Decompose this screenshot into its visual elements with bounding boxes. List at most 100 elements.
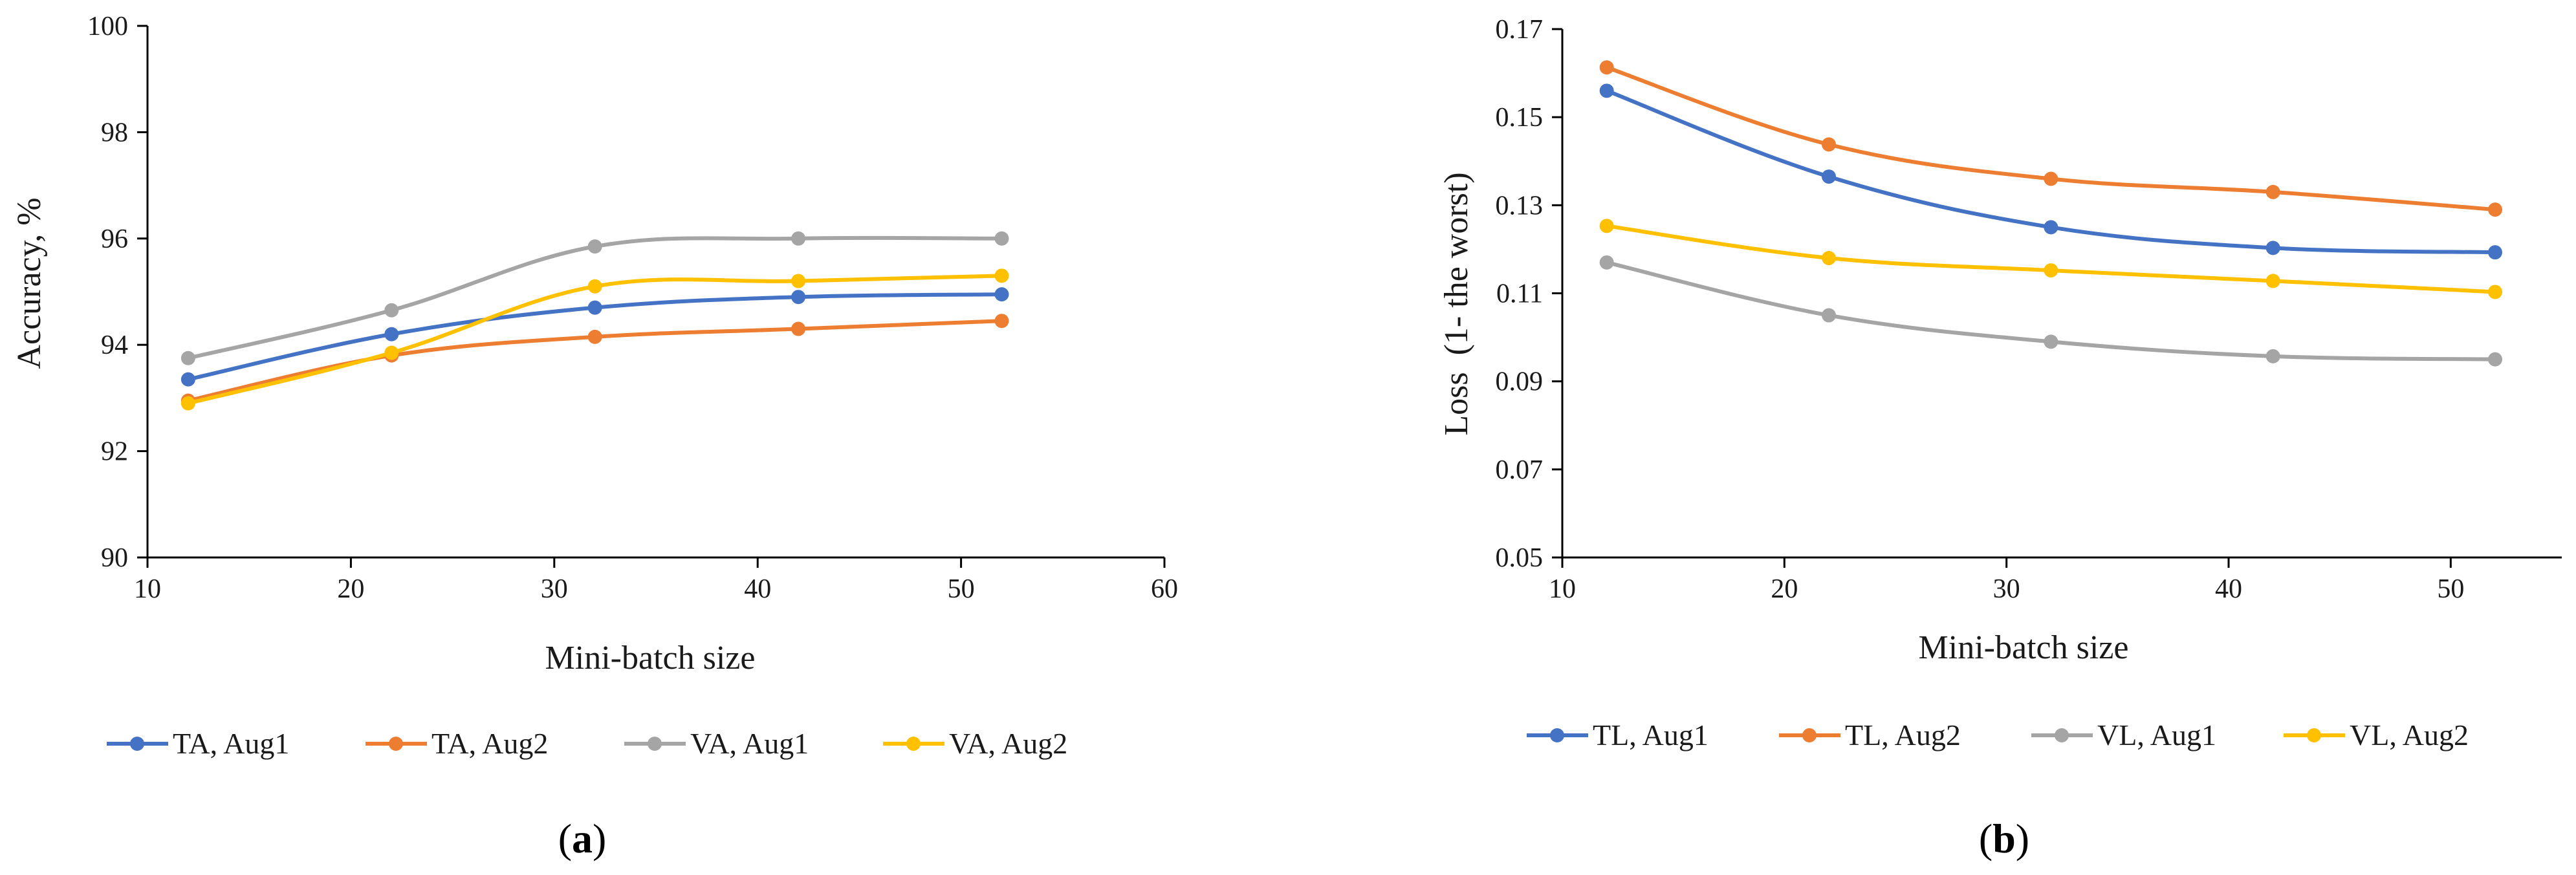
data-point <box>587 279 602 294</box>
y-tick-label: 0.07 <box>1496 455 1544 485</box>
legend-label: VA, Aug2 <box>949 727 1067 760</box>
data-point <box>1822 169 1836 184</box>
legend-label: VL, Aug1 <box>2097 718 2216 751</box>
data-point <box>2488 202 2502 217</box>
data-point <box>2265 349 2280 363</box>
legend-swatch-marker <box>1550 728 1564 742</box>
legend-item: VA, Aug1 <box>624 727 809 760</box>
y-tick-label: 98 <box>101 118 128 147</box>
data-point <box>2265 184 2280 199</box>
legend-label: VA, Aug1 <box>690 727 809 760</box>
legend-label: TA, Aug1 <box>173 727 289 760</box>
y-tick-label: 100 <box>87 12 128 41</box>
legend-label: VL, Aug2 <box>2350 718 2469 751</box>
panel-b-label-letter: b <box>1992 816 2016 861</box>
legend-swatch-marker <box>389 737 403 751</box>
data-point <box>384 345 399 360</box>
x-tick-label: 40 <box>2215 574 2242 604</box>
data-point <box>587 329 602 344</box>
data-point <box>1822 251 1836 266</box>
data-point <box>384 303 399 318</box>
legend-item: VL, Aug1 <box>2031 718 2216 751</box>
panel-b-legend: TL, Aug1 TL, Aug2 VL, Aug1 VL, Aug2 <box>1527 718 2469 751</box>
legend-swatch-marker <box>648 737 662 751</box>
x-tick-label: 20 <box>1771 574 1798 604</box>
data-point <box>1599 255 1614 270</box>
series-vl-aug1 <box>1599 255 2502 367</box>
data-point <box>2044 334 2058 349</box>
data-point <box>587 239 602 254</box>
legend-label: TA, Aug2 <box>431 727 548 760</box>
legend-item: TA, Aug2 <box>366 727 548 760</box>
data-point <box>2044 171 2058 186</box>
x-tick-label: 50 <box>948 574 975 604</box>
y-tick-label: 90 <box>101 543 128 573</box>
series-line <box>1604 224 2497 294</box>
panel-b-y-tick-labels: 0.05 0.07 0.09 0.11 0.13 0.15 0.17 <box>1496 15 1544 573</box>
panel-a-legend: TA, Aug1 TA, Aug2 VA, Aug1 VA, Aug2 <box>107 727 1067 760</box>
legend-item: TA, Aug1 <box>107 727 289 760</box>
data-point <box>180 372 195 387</box>
x-tick-label: 30 <box>541 574 568 604</box>
legend-swatch-marker <box>2307 728 2321 742</box>
panel-b-plot-area <box>1552 28 2562 568</box>
legend-label: TL, Aug2 <box>1845 718 1961 751</box>
legend-swatch-marker <box>1802 728 1817 742</box>
data-point <box>791 290 806 305</box>
legend-item: VL, Aug2 <box>2284 718 2469 751</box>
series-ta-aug2 <box>180 314 1009 408</box>
data-point <box>2488 285 2502 299</box>
y-tick-label: 0.17 <box>1496 15 1544 45</box>
panel-a-x-tick-labels: 10 20 30 40 50 60 <box>134 574 1178 604</box>
data-point <box>2265 241 2280 255</box>
series-line <box>1604 65 2497 212</box>
legend-item: TL, Aug1 <box>1527 718 1708 751</box>
data-point <box>2488 245 2502 260</box>
data-point <box>994 287 1009 302</box>
data-point <box>2044 220 2058 235</box>
legend-swatch-marker <box>906 737 921 751</box>
legend-swatch-marker <box>2055 728 2069 742</box>
series-va-aug1 <box>180 231 1009 365</box>
y-tick-label: 0.15 <box>1496 103 1544 133</box>
x-tick-label: 20 <box>337 574 364 604</box>
legend-item: TL, Aug2 <box>1779 718 1961 751</box>
series-ta-aug1 <box>180 287 1009 387</box>
data-point <box>1822 308 1836 323</box>
y-tick-label: 0.05 <box>1496 543 1544 573</box>
x-tick-label: 30 <box>1993 574 2020 604</box>
x-tick-label: 40 <box>744 574 771 604</box>
legend-item: VA, Aug2 <box>883 727 1067 760</box>
data-point <box>791 321 806 336</box>
data-point <box>2265 274 2280 288</box>
panel-a-label: (a) <box>558 816 607 861</box>
legend-swatch-marker <box>130 737 144 751</box>
panel-b-y-axis-title: Loss (1- the worst) <box>1438 172 1475 435</box>
series-va-aug2 <box>180 268 1009 411</box>
data-point <box>994 314 1009 329</box>
data-point <box>1599 219 1614 233</box>
panel-b-label: (b) <box>1979 816 2029 861</box>
data-point <box>180 351 195 365</box>
panel-b-loss-chart: 0.050.070.090.110.130.150.17 10 20 30 40 50 … <box>1438 15 2562 861</box>
y-tick-label: 0.13 <box>1496 191 1544 221</box>
data-point <box>791 231 806 246</box>
panel-a-plot-area <box>137 25 1166 568</box>
data-point <box>2044 263 2058 278</box>
panel-b-x-axis-title: Mini-batch size <box>1919 629 2129 666</box>
data-point <box>587 300 602 315</box>
panel-a-y-axis-title: Accuracy, % <box>11 197 48 369</box>
series-tl-aug1 <box>1599 83 2502 260</box>
panel-a-label-letter: a <box>572 816 593 861</box>
data-point <box>994 268 1009 283</box>
data-point <box>1599 60 1614 75</box>
y-tick-label: 0.11 <box>1496 279 1543 309</box>
y-tick-label: 96 <box>101 224 128 254</box>
data-point <box>1822 137 1836 152</box>
data-point <box>1599 83 1614 98</box>
y-tick-label: 94 <box>101 330 128 360</box>
y-tick-label: 92 <box>101 437 128 467</box>
data-point <box>791 274 806 288</box>
panel-a-accuracy-chart: 90 92 94 96 98 100 10 20 30 40 50 60 Accuracy, % M… <box>11 12 1178 861</box>
